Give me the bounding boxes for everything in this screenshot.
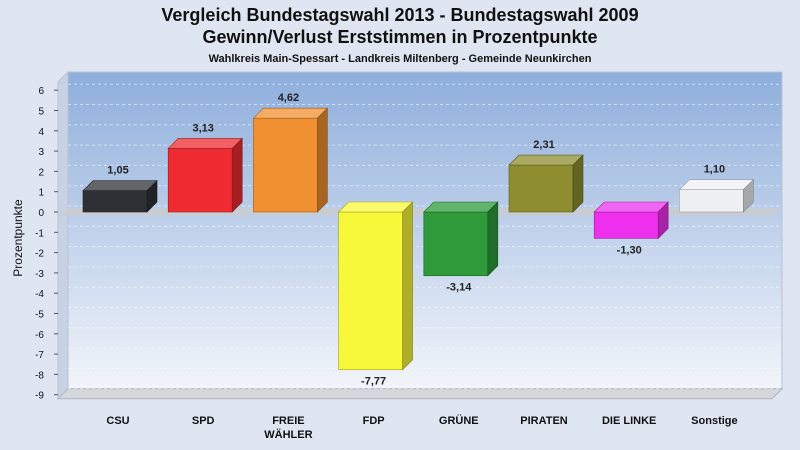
x-tick-label: WÄHLER	[264, 428, 312, 441]
bar-front	[508, 164, 574, 213]
bar-top	[167, 138, 243, 149]
bar-top	[678, 179, 755, 190]
y-tick-label: -9	[35, 391, 44, 402]
bar	[678, 178, 755, 213]
data-label: -1,30	[617, 244, 642, 256]
y-tick-label: -4	[35, 289, 44, 300]
y-tick-label: 5	[38, 107, 44, 118]
y-tick-label: 4	[38, 127, 44, 138]
chart-region-caption: Wahlkreis Main-Spessart - Landkreis Milt…	[208, 53, 592, 65]
y-tick-label: 3	[38, 147, 44, 158]
chart-title: Vergleich Bundestagswahl 2013 - Bundesta…	[161, 5, 639, 25]
x-tick-label: GRÜNE	[439, 414, 479, 427]
y-tick-label: 2	[38, 167, 44, 178]
y-tick-label: -3	[35, 269, 44, 280]
y-tick-label: 1	[38, 188, 44, 199]
bar-side	[146, 179, 158, 213]
bar-top	[252, 107, 329, 119]
chart-subtitle: Gewinn/Verlust Erststimmen in Prozentpun…	[202, 27, 598, 47]
data-label: -7,77	[361, 376, 386, 388]
bar-side	[487, 201, 499, 277]
bar	[593, 201, 669, 240]
data-label: 1,05	[107, 165, 128, 177]
x-tick-label: SPD	[192, 415, 215, 427]
bar-front	[82, 190, 148, 213]
bar-side	[657, 201, 669, 240]
zero-plane	[58, 208, 782, 216]
bar-side	[231, 137, 243, 213]
x-tick-label: DIE LINKE	[602, 415, 656, 427]
bar	[82, 179, 158, 213]
y-tick-label: 6	[38, 86, 44, 97]
bar-front	[253, 117, 318, 213]
y-tick-label: -6	[35, 330, 44, 341]
bar-front	[167, 148, 233, 213]
y-tick-label: -8	[35, 370, 44, 381]
bar-side	[572, 154, 584, 213]
y-tick-label: -2	[35, 249, 44, 260]
x-tick-label: CSU	[106, 415, 129, 427]
y-tick-label: -5	[35, 310, 44, 321]
y-tick-label: -7	[35, 350, 44, 361]
bar-front	[679, 189, 744, 213]
bar	[337, 201, 414, 371]
x-tick-label: Sonstige	[691, 415, 737, 427]
y-tick-label: 0	[38, 208, 44, 219]
x-tick-label: FDP	[363, 415, 385, 427]
bar-top	[337, 201, 414, 213]
bar-top	[508, 154, 584, 166]
bar-side	[743, 178, 754, 213]
plot-floor	[56, 388, 784, 400]
data-label: 2,31	[533, 139, 554, 151]
bar-side	[402, 201, 413, 371]
bar-top	[423, 201, 499, 213]
bar	[508, 154, 584, 213]
plot-side-wall	[57, 70, 69, 400]
data-label: 1,10	[704, 164, 725, 176]
y-tick-label: -1	[35, 228, 44, 239]
bar	[167, 137, 243, 213]
x-tick-label: FREIE	[272, 415, 304, 427]
bar	[252, 107, 329, 213]
bar-side	[317, 107, 328, 213]
bar-front	[593, 211, 659, 239]
bar-top	[593, 201, 669, 213]
bar-front	[338, 211, 403, 371]
bar	[423, 201, 499, 277]
data-label: 3,13	[192, 122, 213, 134]
data-label: -3,14	[446, 282, 472, 294]
x-tick-label: PIRATEN	[520, 415, 568, 427]
bar-front	[423, 211, 489, 277]
data-label: 4,62	[278, 92, 299, 104]
bar-top	[82, 180, 158, 191]
